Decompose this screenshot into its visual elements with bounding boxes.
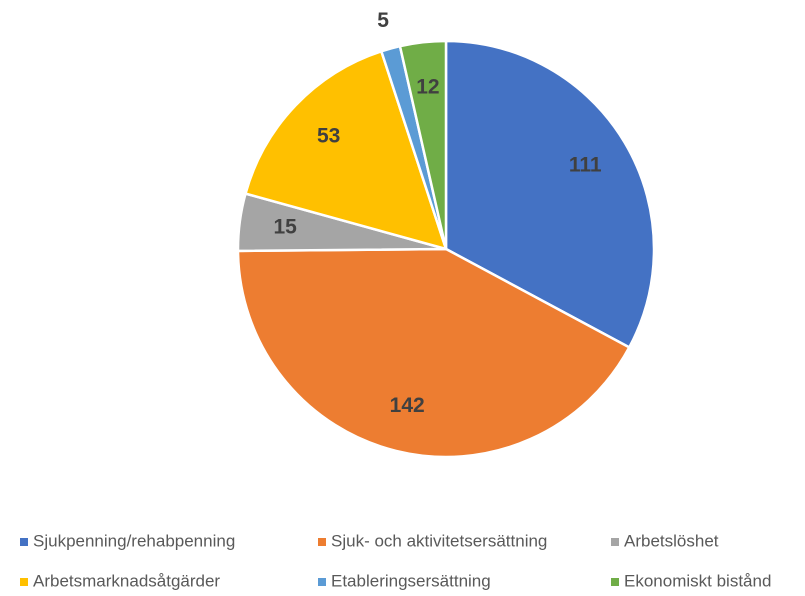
legend-label: Sjuk- och aktivitetsersättning <box>331 531 547 550</box>
pie-slice <box>243 49 448 251</box>
legend-label: Arbetsmarknadsåtgärder <box>33 571 220 590</box>
data-label: 12 <box>416 75 439 98</box>
pie-slice <box>236 247 631 459</box>
legend-marker <box>20 578 28 586</box>
pie-slice <box>444 39 656 350</box>
legend-label: Arbetslöshet <box>624 531 719 550</box>
legend-label: Ekonomiskt bistånd <box>624 571 771 590</box>
data-label: 53 <box>317 125 340 148</box>
legend-label: Etableringsersättning <box>331 571 491 590</box>
data-label: 142 <box>390 394 425 417</box>
data-label: 15 <box>273 215 297 238</box>
legend-marker <box>611 578 619 586</box>
legend-marker <box>611 538 619 546</box>
data-label: 5 <box>377 9 389 32</box>
legend-marker <box>318 578 326 586</box>
pie-slice <box>398 39 448 250</box>
legend-marker <box>318 538 326 546</box>
data-label: 111 <box>569 153 602 176</box>
legend-label: Sjukpenning/rehabpenning <box>33 531 235 550</box>
legend-marker <box>20 538 28 546</box>
